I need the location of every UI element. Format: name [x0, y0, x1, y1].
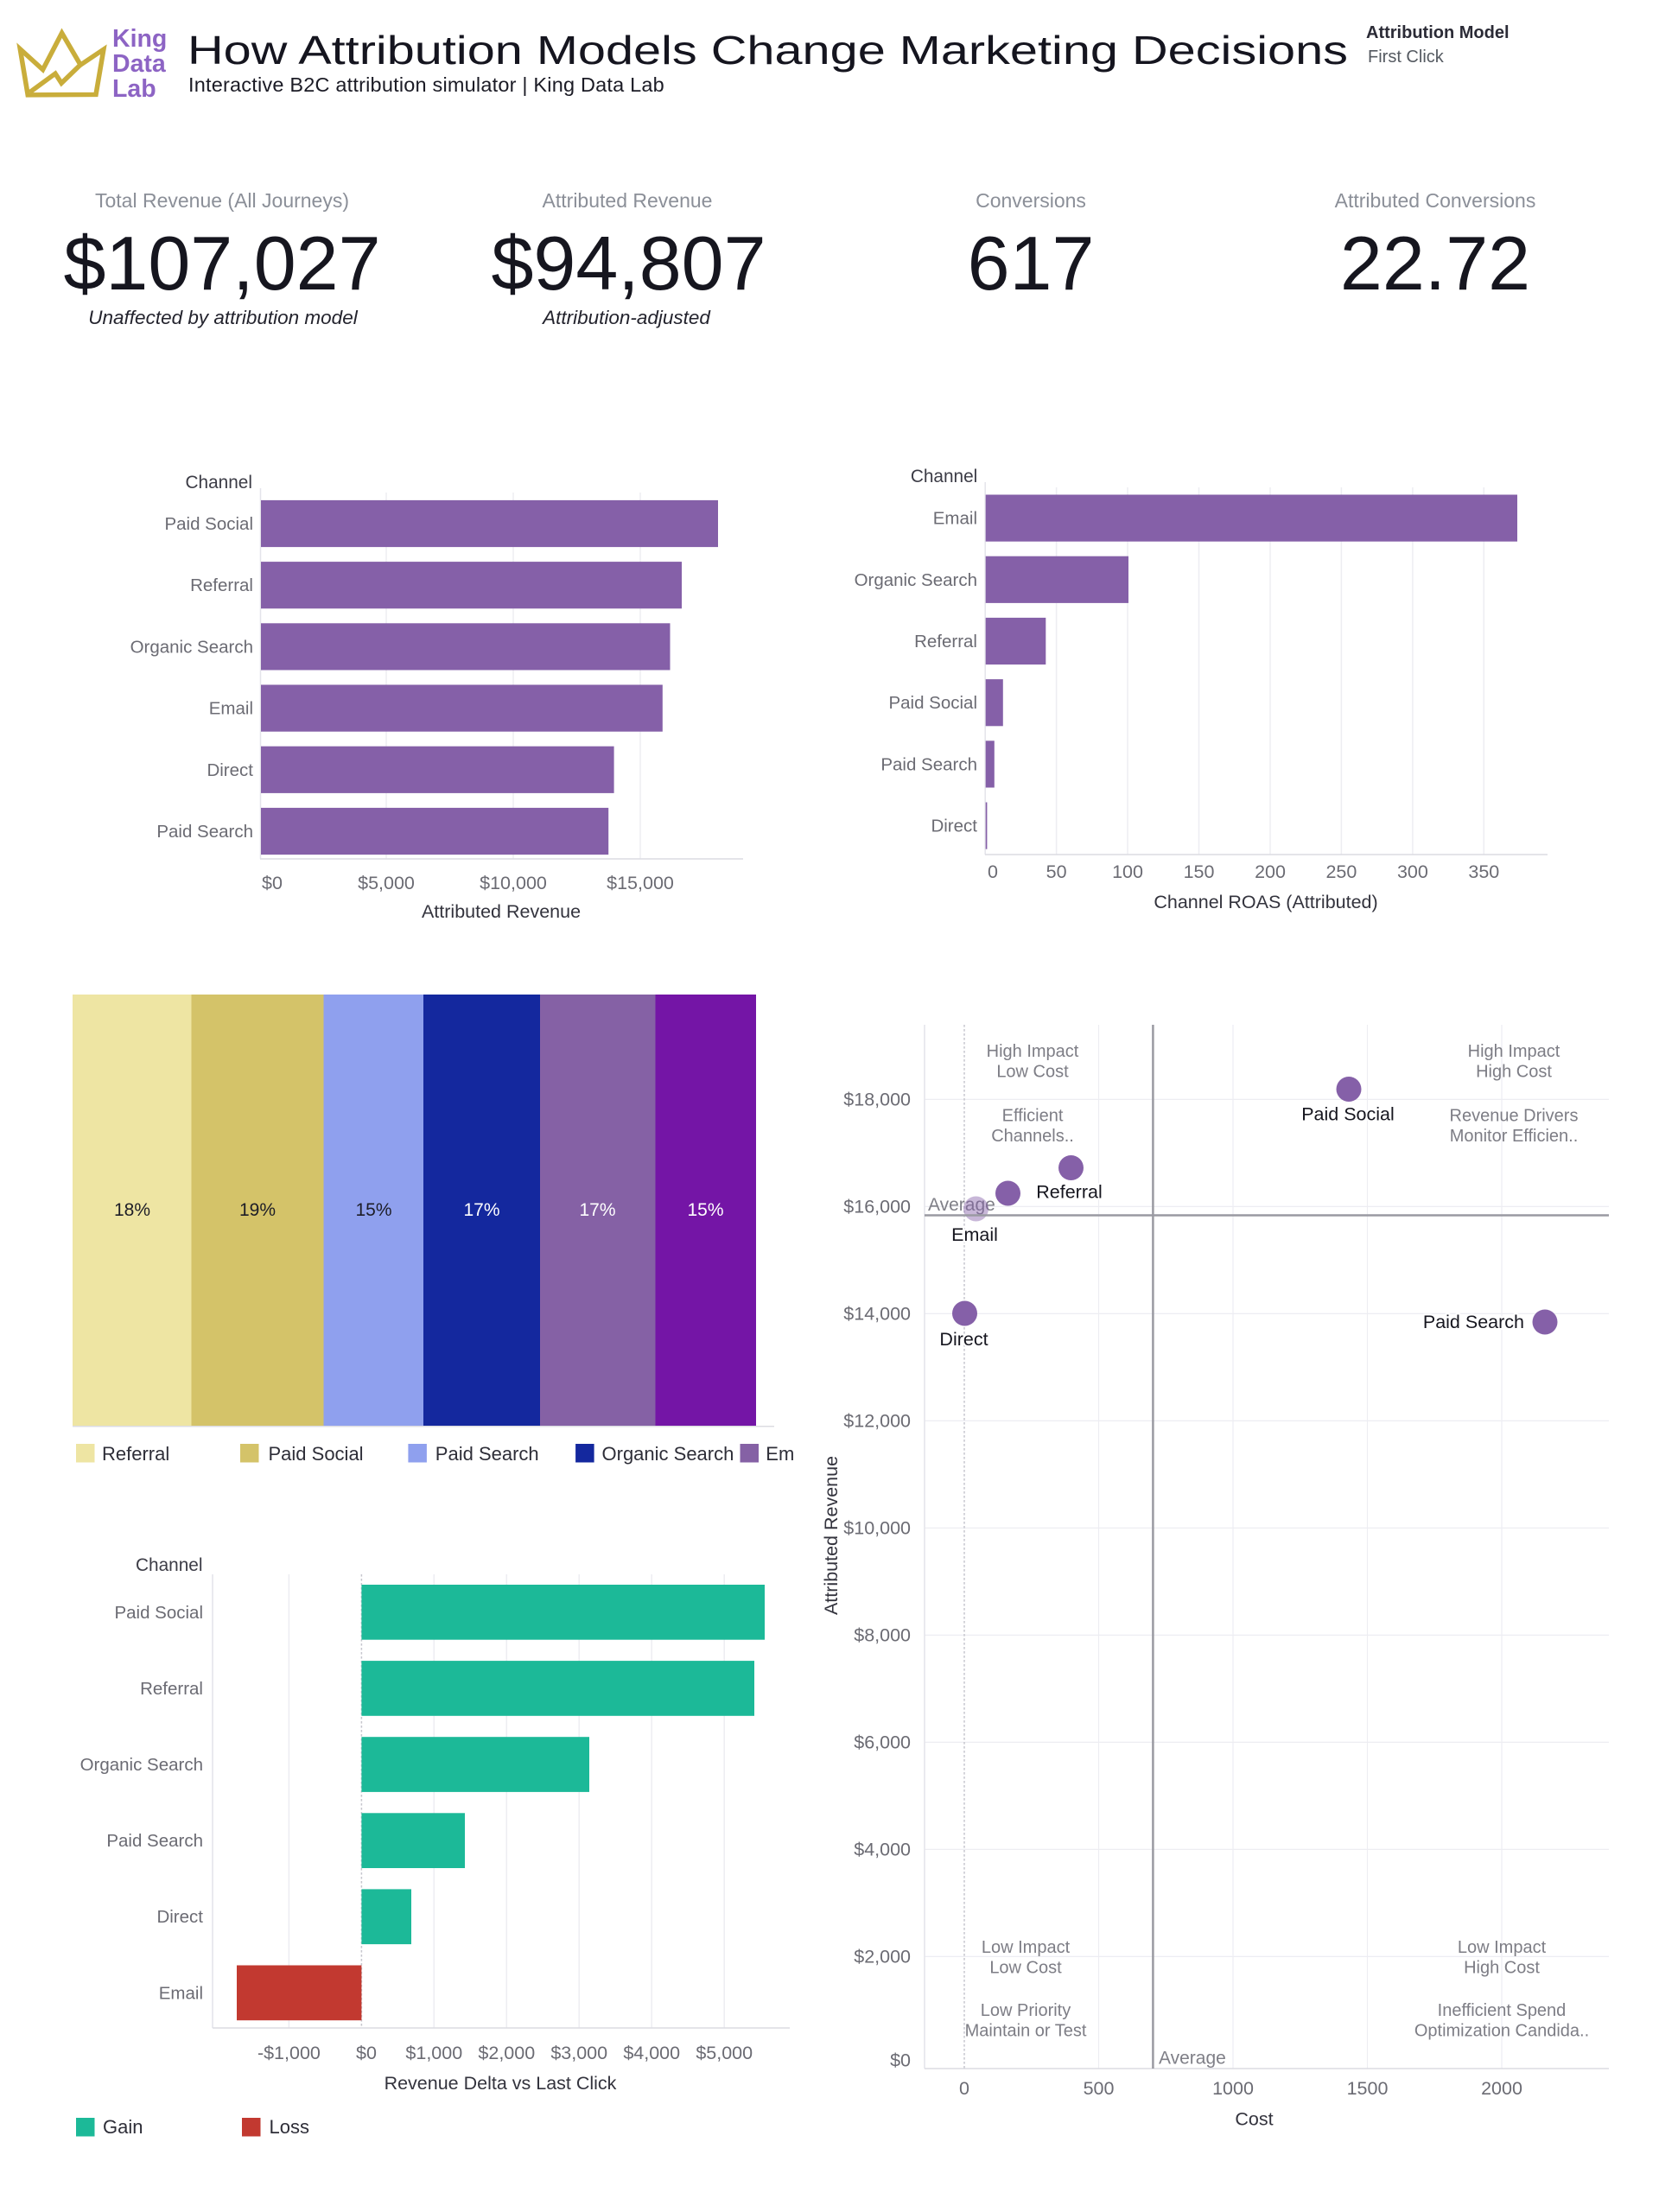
svg-text:Paid Social: Paid Social	[114, 1603, 203, 1623]
svg-text:Email: Email	[159, 1983, 203, 2003]
svg-text:Referral: Referral	[914, 632, 977, 652]
svg-text:$0: $0	[890, 2050, 911, 2071]
svg-text:Channel: Channel	[186, 473, 252, 493]
svg-text:Revenue Drivers: Revenue Drivers	[1450, 1107, 1579, 1126]
svg-text:Paid Search: Paid Search	[435, 1443, 539, 1465]
svg-text:250: 250	[1325, 861, 1357, 882]
svg-text:High Impact: High Impact	[987, 1042, 1079, 1061]
svg-text:Lab: Lab	[112, 75, 156, 103]
svg-text:Paid Search: Paid Search	[156, 822, 253, 842]
svg-text:Average: Average	[928, 1195, 995, 1215]
svg-text:Channel ROAS (Attributed): Channel ROAS (Attributed)	[1154, 892, 1377, 912]
svg-text:17%: 17%	[463, 1200, 499, 1220]
svg-text:Paid Search: Paid Search	[880, 754, 977, 774]
svg-text:Optimization Candida..: Optimization Candida..	[1414, 2021, 1589, 2040]
svg-text:Organic Search: Organic Search	[130, 637, 253, 657]
svg-text:$4,000: $4,000	[623, 2043, 680, 2063]
svg-text:18%: 18%	[114, 1200, 150, 1220]
svg-text:Channel: Channel	[136, 1555, 202, 1575]
svg-text:Low Impact: Low Impact	[982, 1938, 1071, 1957]
svg-text:500: 500	[1084, 2078, 1115, 2099]
svg-text:Gain: Gain	[103, 2116, 143, 2138]
svg-text:Paid Social: Paid Social	[269, 1443, 364, 1465]
svg-text:15%: 15%	[687, 1200, 723, 1220]
svg-text:Organic Search: Organic Search	[80, 1755, 203, 1775]
svg-text:$6,000: $6,000	[854, 1732, 911, 1752]
svg-text:Direct: Direct	[207, 760, 253, 780]
svg-text:Direct: Direct	[931, 817, 977, 836]
svg-text:0: 0	[988, 861, 998, 882]
svg-text:Referral: Referral	[140, 1679, 203, 1699]
svg-text:$5,000: $5,000	[358, 873, 415, 893]
svg-text:Referral: Referral	[1036, 1182, 1102, 1203]
svg-text:Inefficient Spend: Inefficient Spend	[1438, 2001, 1567, 2020]
svg-text:Organic Search: Organic Search	[602, 1443, 734, 1465]
svg-text:Loss: Loss	[270, 2116, 309, 2138]
svg-text:Email: Email	[951, 1224, 998, 1245]
svg-text:1500: 1500	[1347, 2078, 1389, 2099]
svg-text:Cost: Cost	[1235, 2109, 1273, 2130]
svg-text:$4,000: $4,000	[854, 1839, 911, 1859]
svg-text:Attributed Revenue: Attributed Revenue	[422, 901, 581, 922]
svg-text:Paid Social: Paid Social	[1301, 1104, 1395, 1125]
svg-text:Referral: Referral	[102, 1443, 169, 1465]
svg-text:Paid Search: Paid Search	[1423, 1312, 1524, 1332]
svg-text:Paid Social: Paid Social	[888, 693, 977, 713]
svg-text:$16,000: $16,000	[843, 1196, 911, 1217]
svg-text:300: 300	[1397, 861, 1428, 882]
svg-text:Low Priority: Low Priority	[981, 2001, 1071, 2020]
svg-text:Efficient: Efficient	[1002, 1107, 1064, 1126]
svg-text:Direct: Direct	[939, 1329, 988, 1350]
svg-text:Email: Email	[933, 509, 977, 529]
svg-text:Attributed Revenue: Attributed Revenue	[821, 1456, 842, 1615]
svg-text:High Cost: High Cost	[1476, 1062, 1552, 1081]
svg-text:$0: $0	[262, 873, 283, 893]
svg-text:Channels..: Channels..	[991, 1127, 1074, 1146]
svg-text:50: 50	[1046, 861, 1067, 882]
svg-text:Average: Average	[1159, 2049, 1226, 2069]
svg-text:19%: 19%	[239, 1200, 276, 1220]
svg-text:17%: 17%	[579, 1200, 615, 1220]
svg-text:Revenue Delta vs Last Click: Revenue Delta vs Last Click	[385, 2073, 617, 2094]
svg-text:Channel: Channel	[911, 467, 977, 486]
svg-text:$14,000: $14,000	[843, 1303, 911, 1324]
svg-text:Organic Search: Organic Search	[855, 570, 977, 590]
svg-text:King: King	[112, 25, 167, 53]
svg-text:$2,000: $2,000	[478, 2043, 535, 2063]
svg-text:$10,000: $10,000	[480, 873, 547, 893]
svg-text:$10,000: $10,000	[843, 1517, 911, 1538]
svg-text:Email: Email	[766, 1443, 813, 1465]
svg-text:Direct: Direct	[156, 1907, 203, 1927]
svg-text:High Cost: High Cost	[1464, 1958, 1540, 1977]
svg-text:Email: Email	[209, 699, 253, 719]
svg-text:$5,000: $5,000	[696, 2043, 753, 2063]
svg-text:Referral: Referral	[190, 575, 253, 595]
svg-text:350: 350	[1468, 861, 1499, 882]
svg-text:$0: $0	[356, 2043, 377, 2063]
svg-text:100: 100	[1112, 861, 1143, 882]
svg-text:$3,000: $3,000	[550, 2043, 607, 2063]
svg-text:Low Cost: Low Cost	[989, 1958, 1062, 1977]
svg-text:High Impact: High Impact	[1468, 1042, 1560, 1061]
svg-text:150: 150	[1184, 861, 1215, 882]
svg-text:$12,000: $12,000	[843, 1410, 911, 1431]
svg-text:Monitor Efficien..: Monitor Efficien..	[1450, 1127, 1579, 1146]
svg-text:200: 200	[1255, 861, 1286, 882]
svg-text:$1,000: $1,000	[405, 2043, 462, 2063]
svg-text:-$1,000: -$1,000	[257, 2043, 321, 2063]
svg-text:15%: 15%	[355, 1200, 391, 1220]
svg-text:Maintain or Test: Maintain or Test	[965, 2021, 1087, 2040]
svg-text:2000: 2000	[1481, 2078, 1522, 2099]
svg-text:Data: Data	[112, 50, 167, 78]
svg-text:$15,000: $15,000	[607, 873, 674, 893]
svg-text:Low Cost: Low Cost	[996, 1062, 1069, 1081]
svg-text:Paid Search: Paid Search	[106, 1831, 203, 1851]
svg-text:$8,000: $8,000	[854, 1624, 911, 1645]
svg-text:$18,000: $18,000	[843, 1089, 911, 1109]
svg-text:0: 0	[959, 2078, 969, 2099]
svg-text:Low Impact: Low Impact	[1458, 1938, 1547, 1957]
svg-text:1000: 1000	[1212, 2078, 1254, 2099]
svg-text:$2,000: $2,000	[854, 1946, 911, 1967]
svg-text:Paid Social: Paid Social	[164, 514, 253, 534]
